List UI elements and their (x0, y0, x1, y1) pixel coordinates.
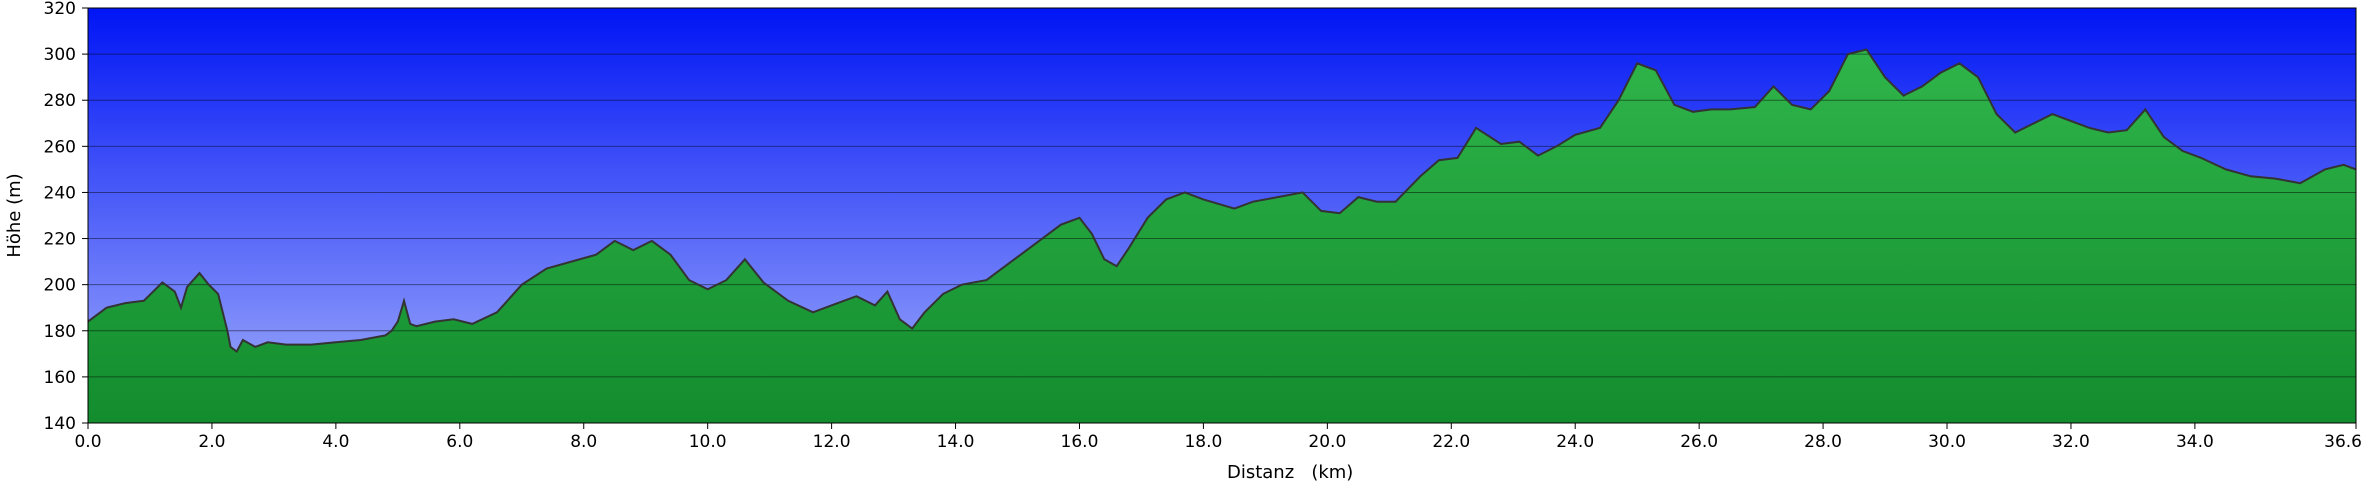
y-tick-label: 180 (44, 322, 76, 342)
x-tick-label: 28.0 (1804, 432, 1842, 452)
plot-frame (87, 7, 2357, 424)
x-tick-label: 14.0 (937, 432, 975, 452)
y-tick-label: 260 (44, 137, 76, 157)
x-tick-label: 32.0 (2052, 432, 2090, 452)
y-axis-ticks: 140 160 180 200 220 240 260 280 300 320 (44, 0, 88, 434)
x-tick-label: 34.0 (2176, 432, 2214, 452)
y-tick-label: 280 (44, 91, 76, 111)
x-tick-label: 18.0 (1184, 432, 1222, 452)
y-axis-label: Höhe (m) (4, 173, 25, 257)
elevation-area (88, 49, 2356, 423)
x-tick-label: 12.0 (813, 432, 851, 452)
x-tick-label: 0.0 (74, 432, 101, 452)
x-tick-label: 16.0 (1061, 432, 1099, 452)
x-tick-label: 4.0 (322, 432, 349, 452)
x-tick-label: 22.0 (1432, 432, 1470, 452)
y-tick-label: 160 (44, 368, 76, 388)
x-tick-label: 10.0 (689, 432, 727, 452)
y-tick-label: 220 (44, 230, 76, 250)
x-tick-label: 8.0 (570, 432, 597, 452)
x-tick-label: 6.0 (446, 432, 473, 452)
x-axis-label: Distanz (km) (1227, 462, 1353, 483)
x-tick-label: 24.0 (1556, 432, 1594, 452)
y-tick-label: 140 (44, 414, 76, 434)
elevation-line (87, 48, 2357, 353)
x-tick-label: 2.0 (198, 432, 225, 452)
y-tick-label: 300 (44, 45, 76, 65)
grid-lines (88, 53, 2356, 378)
x-tick-label: 20.0 (1308, 432, 1346, 452)
y-tick-label: 320 (44, 0, 76, 19)
y-tick-label: 240 (44, 183, 76, 203)
x-tick-label: 36.6 (2324, 432, 2362, 452)
y-tick-label: 200 (44, 276, 76, 296)
x-tick-label: 30.0 (1928, 432, 1966, 452)
x-axis-ticks: 0.0 2.0 4.0 6.0 8.0 10.0 12.0 14.0 16.0 18.0 20.0 2… (74, 423, 2362, 452)
x-tick-label: 26.0 (1680, 432, 1718, 452)
